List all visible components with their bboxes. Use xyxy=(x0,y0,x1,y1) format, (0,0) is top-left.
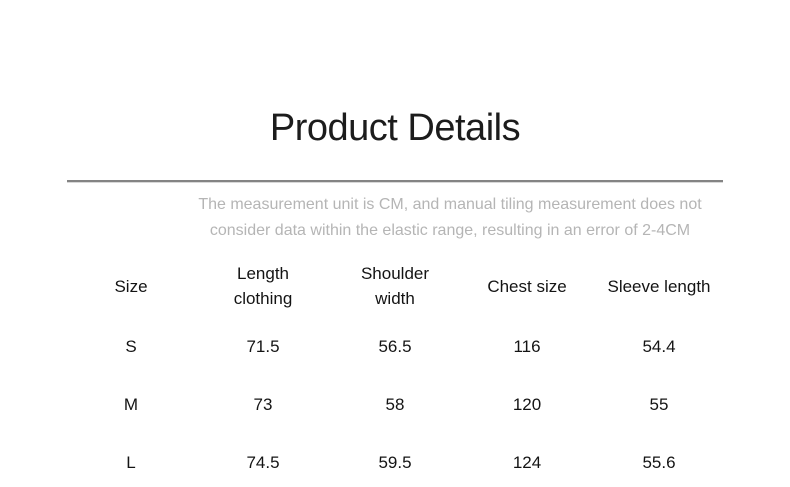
measurement-note: The measurement unit is CM, and manual t… xyxy=(198,196,702,239)
header-label-length-clothing: Length clothing xyxy=(233,264,293,308)
table-cell: 116 xyxy=(513,337,541,356)
product-details-section: Product Details The measurement unit is … xyxy=(0,108,790,487)
table-cell: M xyxy=(123,395,139,414)
divider xyxy=(67,180,723,183)
table-cell: 56.5 xyxy=(378,337,412,356)
header-label-size: Size xyxy=(114,276,148,296)
table-cell: 55 xyxy=(649,395,669,414)
table-cell: 54.4 xyxy=(642,337,676,356)
table-cell: 58 xyxy=(385,395,405,414)
table-cell: 74.5 xyxy=(246,453,280,472)
table-cell: 124 xyxy=(512,453,542,472)
header-cell-sleeve-length: Sleeve length xyxy=(593,254,725,318)
header-label-chest-size: Chest size xyxy=(487,276,567,296)
header-cell-shoulder-width: Shoulder width xyxy=(329,254,461,318)
page-title: Product Details xyxy=(269,107,521,149)
table-cell: 73 xyxy=(253,395,273,414)
table-cell: L xyxy=(126,453,136,472)
header-cell-chest-size: Chest size xyxy=(461,254,593,318)
header-label-sleeve-length: Sleeve length xyxy=(607,276,711,296)
header-cell-size: Size xyxy=(65,254,197,318)
header-cell-length-clothing: Length clothing xyxy=(197,254,329,318)
table-cell: 55.6 xyxy=(642,453,676,472)
table-cell: 59.5 xyxy=(378,453,412,472)
size-table: Size Length clothing Shoulder width Ches… xyxy=(65,254,725,487)
table-cell: 71.5 xyxy=(246,337,280,356)
header-label-shoulder-width: Shoulder width xyxy=(360,264,430,308)
table-cell: 120 xyxy=(512,395,542,414)
table-cell: S xyxy=(125,337,137,356)
